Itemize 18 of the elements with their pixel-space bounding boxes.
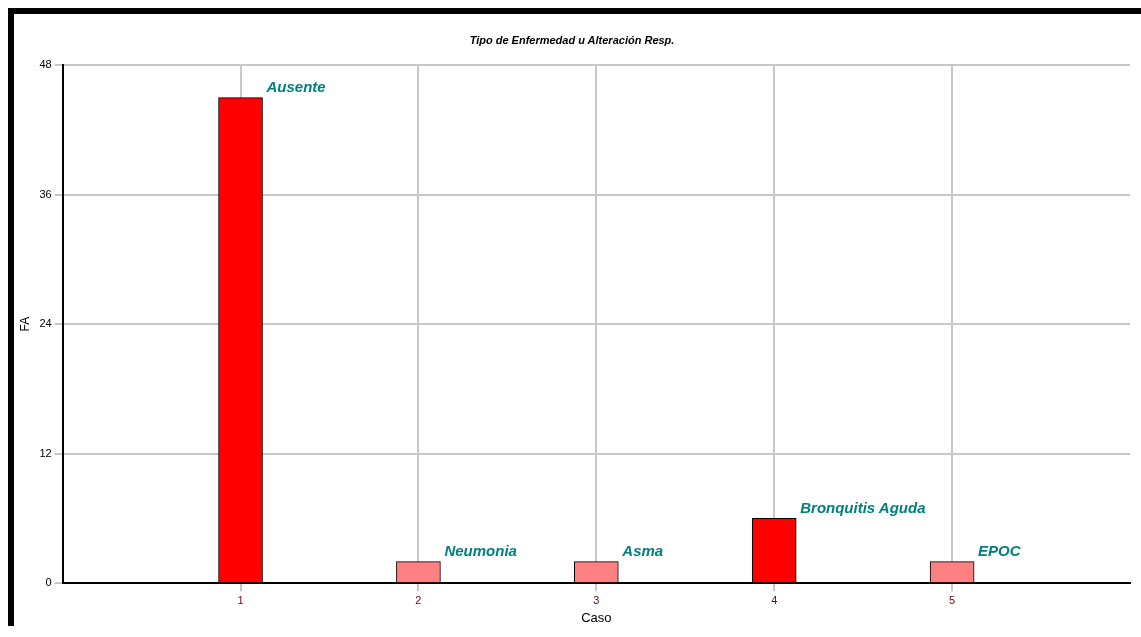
x-tick-label: 2 bbox=[415, 593, 422, 606]
chart-title: Tipo de Enfermedad u Alteración Resp. bbox=[469, 33, 675, 46]
annotation: EPOC bbox=[978, 542, 1022, 560]
y-tick-label: 0 bbox=[45, 576, 52, 589]
y-axis-title: FA bbox=[17, 316, 32, 332]
y-tick-label: 36 bbox=[39, 187, 52, 200]
x-tick-label: 4 bbox=[771, 593, 778, 606]
y-tick-label: 24 bbox=[39, 317, 52, 330]
y-tick-label: 48 bbox=[39, 58, 52, 71]
annotation: Bronquitis Aguda bbox=[800, 499, 926, 517]
x-tick-label: 3 bbox=[593, 593, 600, 606]
annotation: Asma bbox=[621, 542, 664, 560]
x-axis-title: Caso bbox=[581, 609, 612, 625]
x-tick-label: 1 bbox=[237, 593, 244, 606]
y-tick-label: 12 bbox=[39, 446, 52, 459]
annotation: Ausente bbox=[265, 78, 326, 96]
x-tick-label: 5 bbox=[949, 593, 956, 606]
annotation: Neumonia bbox=[444, 542, 517, 560]
